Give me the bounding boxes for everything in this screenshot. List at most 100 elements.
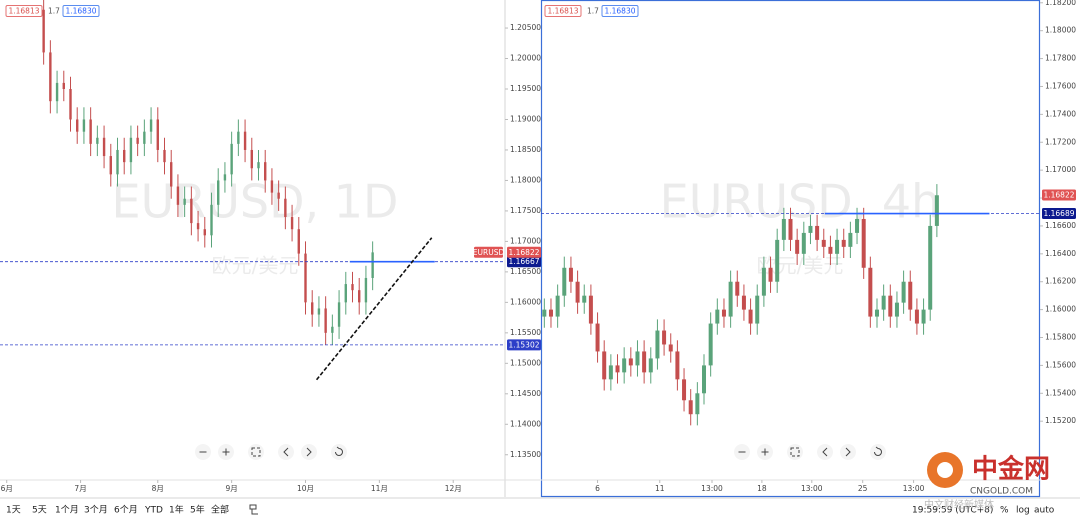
x-tick-label: 18 xyxy=(757,484,767,493)
candle-body xyxy=(311,302,314,315)
header-value: 1.16813 xyxy=(8,7,39,16)
y-tick-label: 1.16400 xyxy=(1045,249,1076,258)
nav-button[interactable] xyxy=(817,444,833,460)
candle-body xyxy=(695,393,700,415)
candle-body xyxy=(344,284,347,303)
range-button[interactable]: 1年 xyxy=(169,504,184,516)
nav-button[interactable] xyxy=(870,444,886,460)
x-tick-label: 13:00 xyxy=(903,484,925,493)
range-button[interactable]: 1天 xyxy=(6,506,21,516)
candle-body xyxy=(62,82,65,90)
candle-body xyxy=(109,156,112,175)
nav-button[interactable] xyxy=(248,444,264,460)
nav-button[interactable] xyxy=(840,444,856,460)
header-value-box xyxy=(5,5,43,17)
candle-body xyxy=(230,143,233,175)
x-tick-label: 6月 xyxy=(1,484,13,493)
y-tick-label: 1.16500 xyxy=(510,267,541,276)
nav-button[interactable] xyxy=(787,444,803,460)
x-tick-label: 13:00 xyxy=(801,484,823,493)
candle-body xyxy=(284,198,287,218)
trend-line xyxy=(315,237,433,381)
y-tick-label: 1.16000 xyxy=(510,297,541,306)
nav-icon xyxy=(283,447,289,457)
y-tick-label: 1.17000 xyxy=(510,236,541,245)
range-button[interactable]: 1个月 xyxy=(55,505,79,516)
x-tick-label: 13:00 xyxy=(701,484,723,493)
candle-body xyxy=(170,162,173,187)
candle-body xyxy=(781,218,786,240)
header-value: 1.7 xyxy=(587,7,599,16)
scale-option[interactable]: log xyxy=(1016,506,1030,516)
range-button[interactable]: YTD xyxy=(144,506,163,516)
y-tick-label: 1.18000 xyxy=(1045,26,1076,35)
level-label-box xyxy=(1042,208,1076,220)
nav-icon xyxy=(251,447,261,457)
candle-body xyxy=(257,162,260,169)
last-price-label: 1.16822 xyxy=(508,248,539,257)
range-button[interactable]: 6个月 xyxy=(114,505,138,516)
nav-button[interactable] xyxy=(301,444,317,460)
candle-body xyxy=(582,295,587,303)
candle-body xyxy=(196,223,200,230)
candle-body xyxy=(542,309,547,317)
candle-body xyxy=(129,137,133,163)
candle-body xyxy=(42,9,45,53)
candle-body xyxy=(894,302,899,317)
nav-button[interactable] xyxy=(278,444,294,460)
candle-body xyxy=(741,295,746,310)
candle-body xyxy=(815,225,820,240)
candle-body xyxy=(628,358,633,366)
candle-body xyxy=(290,217,294,230)
level-label-box xyxy=(507,256,541,268)
candle-body xyxy=(841,239,846,247)
range-button[interactable]: 5天 xyxy=(32,506,47,516)
nav-icon xyxy=(335,446,343,456)
watermark: EURUSD, 1D xyxy=(112,175,399,229)
candle-body xyxy=(682,379,687,401)
range-button[interactable]: 3个月 xyxy=(84,505,108,516)
candle-body xyxy=(358,290,361,303)
candle-body xyxy=(635,351,640,366)
candle-body xyxy=(914,309,919,324)
logo-icon-center xyxy=(937,462,953,478)
x-tick-label: 10月 xyxy=(297,484,314,493)
candle-body xyxy=(250,149,253,169)
candle-body xyxy=(708,323,713,366)
y-tick-label: 1.18500 xyxy=(510,145,541,154)
nav-icon xyxy=(845,447,851,457)
y-tick-label: 1.15200 xyxy=(1045,416,1076,425)
watermark-subtitle: 欧元/美元 xyxy=(212,254,299,278)
candle-body xyxy=(921,309,926,324)
nav-button[interactable] xyxy=(331,444,347,460)
candle-body xyxy=(324,308,327,333)
candle-body xyxy=(190,198,193,224)
last-price-label-box xyxy=(507,246,541,258)
x-tick-label: 6 xyxy=(595,484,600,493)
candle-body xyxy=(49,52,52,102)
candle-body xyxy=(662,330,667,345)
candle-body xyxy=(210,204,213,236)
x-tick-label: 7月 xyxy=(74,484,86,493)
candle-body xyxy=(277,192,280,199)
logo-site: CNGOLD.COM xyxy=(970,487,1033,497)
y-tick-label: 1.18000 xyxy=(510,175,541,184)
candle-body xyxy=(648,358,653,373)
candle-body xyxy=(715,309,720,324)
candle-body xyxy=(721,309,726,317)
range-button[interactable]: 5年 xyxy=(190,504,205,516)
header-value: 1.16830 xyxy=(65,7,96,16)
last-price-label-box xyxy=(1042,189,1076,201)
candle-body xyxy=(868,267,873,317)
y-tick-label: 1.16600 xyxy=(1045,221,1076,230)
range-button[interactable]: 全部 xyxy=(211,504,229,516)
scale-option[interactable]: % xyxy=(1000,506,1009,516)
candle-body xyxy=(82,119,86,132)
header-value-box xyxy=(62,5,100,17)
y-tick-label: 1.16000 xyxy=(1045,305,1076,314)
scale-option[interactable]: auto xyxy=(1034,506,1055,516)
candle-body xyxy=(735,281,740,296)
candle-body xyxy=(668,344,673,352)
nav-icon xyxy=(874,446,882,456)
